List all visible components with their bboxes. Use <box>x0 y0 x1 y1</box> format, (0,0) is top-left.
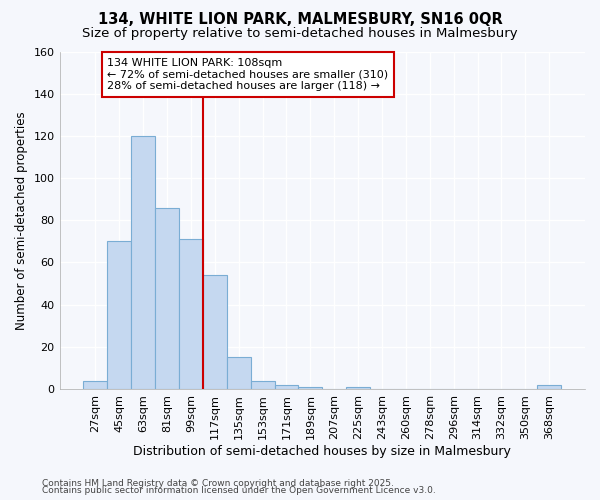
Text: 134, WHITE LION PARK, MALMESBURY, SN16 0QR: 134, WHITE LION PARK, MALMESBURY, SN16 0… <box>98 12 502 28</box>
Bar <box>155 208 179 389</box>
Bar <box>131 136 155 389</box>
Bar <box>203 275 227 389</box>
X-axis label: Distribution of semi-detached houses by size in Malmesbury: Distribution of semi-detached houses by … <box>133 444 511 458</box>
Bar <box>83 380 107 389</box>
Bar <box>346 387 370 389</box>
Bar <box>227 358 251 389</box>
Bar <box>298 387 322 389</box>
Bar <box>537 384 561 389</box>
Bar <box>107 242 131 389</box>
Bar <box>251 380 275 389</box>
Text: Contains HM Land Registry data © Crown copyright and database right 2025.: Contains HM Land Registry data © Crown c… <box>42 478 394 488</box>
Text: 134 WHITE LION PARK: 108sqm
← 72% of semi-detached houses are smaller (310)
28% : 134 WHITE LION PARK: 108sqm ← 72% of sem… <box>107 58 388 91</box>
Text: Size of property relative to semi-detached houses in Malmesbury: Size of property relative to semi-detach… <box>82 28 518 40</box>
Text: Contains public sector information licensed under the Open Government Licence v3: Contains public sector information licen… <box>42 486 436 495</box>
Bar <box>179 239 203 389</box>
Y-axis label: Number of semi-detached properties: Number of semi-detached properties <box>15 111 28 330</box>
Bar <box>275 384 298 389</box>
